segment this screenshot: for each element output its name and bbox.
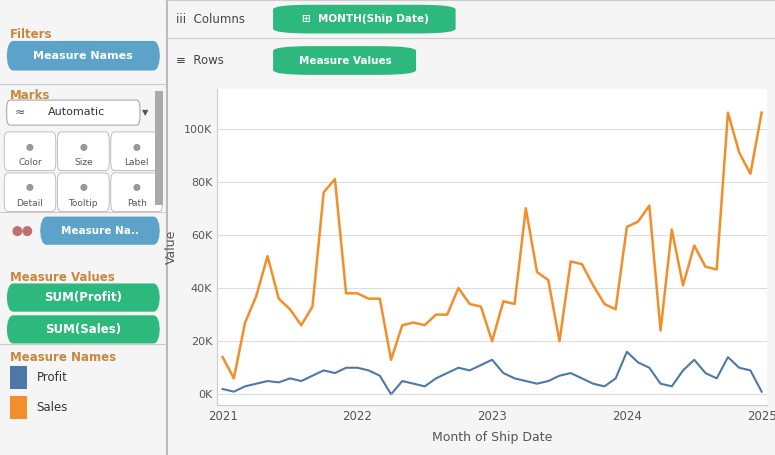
Text: iii  Columns: iii Columns — [176, 13, 245, 25]
Text: ⬤: ⬤ — [79, 143, 88, 151]
Text: SUM(Sales): SUM(Sales) — [45, 323, 122, 336]
FancyBboxPatch shape — [7, 41, 160, 71]
Text: Measure Names: Measure Names — [10, 351, 116, 364]
FancyBboxPatch shape — [4, 173, 56, 212]
Text: Label: Label — [124, 158, 149, 167]
Text: ≈: ≈ — [15, 106, 26, 119]
FancyBboxPatch shape — [7, 100, 140, 125]
X-axis label: Month of Ship Date: Month of Ship Date — [432, 431, 553, 444]
FancyBboxPatch shape — [273, 46, 416, 75]
Text: Size: Size — [74, 158, 93, 167]
Bar — [10, 366, 26, 389]
Text: Path: Path — [126, 199, 146, 208]
Text: ⬤⬤: ⬤⬤ — [12, 226, 33, 236]
FancyBboxPatch shape — [111, 173, 163, 212]
Text: Tooltip: Tooltip — [68, 199, 98, 208]
Text: ⊞  MONTH(Ship Date): ⊞ MONTH(Ship Date) — [302, 14, 429, 24]
FancyBboxPatch shape — [57, 132, 109, 171]
Y-axis label: Value: Value — [165, 230, 178, 264]
Text: Filters: Filters — [10, 28, 53, 40]
Text: Detail: Detail — [16, 199, 43, 208]
Bar — [155, 91, 164, 205]
Text: Marks: Marks — [10, 89, 50, 102]
FancyBboxPatch shape — [4, 132, 56, 171]
Text: ⬤: ⬤ — [133, 143, 140, 151]
Text: Measure Na..: Measure Na.. — [61, 226, 139, 236]
Text: Measure Values: Measure Values — [298, 56, 391, 66]
Text: ⬤: ⬤ — [26, 143, 34, 151]
FancyBboxPatch shape — [57, 173, 109, 212]
Text: Measure Names: Measure Names — [33, 51, 133, 61]
FancyBboxPatch shape — [7, 283, 160, 312]
Text: SUM(Profit): SUM(Profit) — [44, 291, 122, 304]
Text: ⬤: ⬤ — [133, 184, 140, 192]
Text: ⬤: ⬤ — [79, 184, 88, 192]
Text: Profit: Profit — [36, 371, 67, 384]
FancyBboxPatch shape — [273, 5, 456, 34]
Text: Measure Values: Measure Values — [10, 271, 115, 284]
Text: ≡  Rows: ≡ Rows — [176, 54, 224, 67]
Text: ⬤: ⬤ — [26, 184, 34, 192]
FancyBboxPatch shape — [40, 217, 160, 245]
Text: Automatic: Automatic — [48, 107, 105, 117]
Text: Color: Color — [18, 158, 42, 167]
FancyBboxPatch shape — [7, 315, 160, 344]
Bar — [10, 396, 26, 419]
FancyBboxPatch shape — [111, 132, 163, 171]
Text: Sales: Sales — [36, 401, 68, 414]
Text: ▼: ▼ — [142, 108, 148, 117]
